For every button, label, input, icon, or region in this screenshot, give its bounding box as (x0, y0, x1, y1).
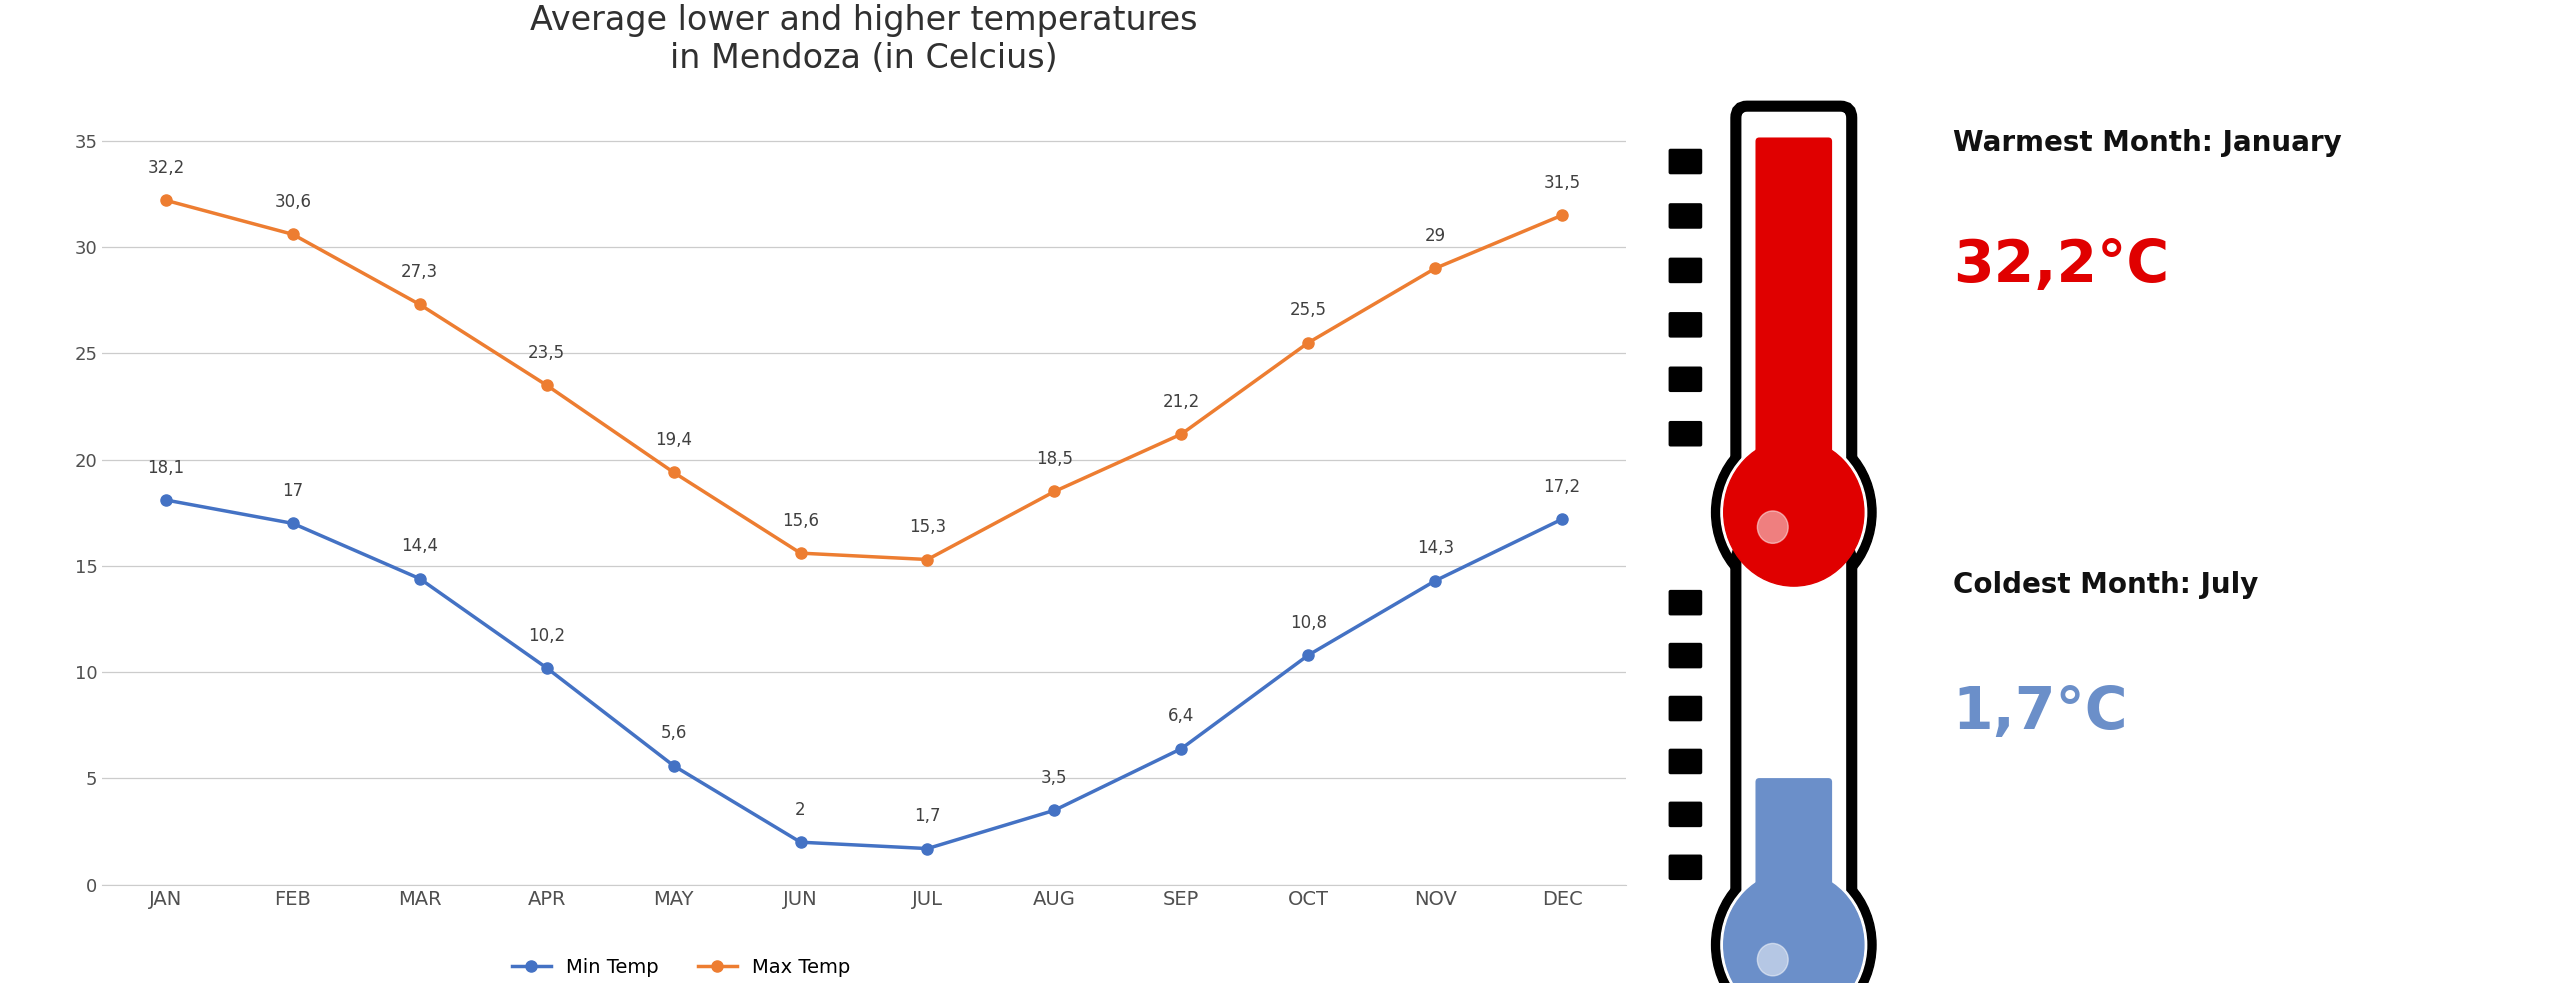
Text: Coldest Month: July: Coldest Month: July (1953, 571, 2258, 599)
Text: 14,4: 14,4 (402, 538, 438, 555)
FancyBboxPatch shape (1669, 801, 1702, 827)
Circle shape (1756, 944, 1789, 976)
Circle shape (1723, 438, 1864, 586)
FancyBboxPatch shape (1669, 749, 1702, 775)
Text: 30,6: 30,6 (274, 193, 312, 211)
Text: 25,5: 25,5 (1290, 302, 1326, 319)
FancyBboxPatch shape (1669, 643, 1702, 668)
FancyBboxPatch shape (1669, 367, 1702, 392)
Text: 32,2: 32,2 (148, 159, 184, 177)
Circle shape (1713, 858, 1876, 983)
Text: 15,3: 15,3 (909, 518, 947, 536)
FancyBboxPatch shape (1669, 696, 1702, 722)
Text: 10,2: 10,2 (527, 626, 566, 645)
FancyBboxPatch shape (1736, 549, 1851, 916)
Text: Warmest Month: January: Warmest Month: January (1953, 129, 2342, 156)
Circle shape (1720, 868, 1866, 983)
Circle shape (1720, 435, 1866, 589)
Text: 5,6: 5,6 (660, 724, 686, 742)
FancyBboxPatch shape (1736, 106, 1851, 484)
Text: 1,7°C: 1,7°C (1953, 684, 2127, 741)
FancyBboxPatch shape (1669, 312, 1702, 337)
Text: 17: 17 (282, 482, 305, 500)
Circle shape (1723, 871, 1864, 983)
Text: 27,3: 27,3 (402, 263, 438, 281)
Text: 15,6: 15,6 (781, 512, 819, 530)
Text: 6,4: 6,4 (1167, 708, 1196, 725)
Text: 1,7: 1,7 (914, 807, 940, 825)
FancyBboxPatch shape (1669, 854, 1702, 880)
Text: 29: 29 (1423, 227, 1446, 245)
Text: 21,2: 21,2 (1162, 393, 1201, 411)
Text: 10,8: 10,8 (1290, 613, 1326, 632)
Text: 17,2: 17,2 (1544, 478, 1580, 495)
Text: 31,5: 31,5 (1544, 174, 1580, 192)
Text: 18,5: 18,5 (1037, 450, 1073, 468)
Title: Average lower and higher temperatures
in Mendoza (in Celcius): Average lower and higher temperatures in… (530, 4, 1198, 75)
FancyBboxPatch shape (1669, 590, 1702, 615)
Text: 14,3: 14,3 (1416, 540, 1454, 557)
Circle shape (1713, 426, 1876, 599)
FancyBboxPatch shape (1756, 779, 1833, 902)
Text: 23,5: 23,5 (527, 344, 566, 362)
Text: 19,4: 19,4 (655, 431, 691, 449)
Text: 18,1: 18,1 (148, 459, 184, 477)
Text: 2: 2 (796, 801, 806, 819)
Text: 3,5: 3,5 (1042, 769, 1068, 787)
FancyBboxPatch shape (1669, 258, 1702, 283)
FancyBboxPatch shape (1669, 421, 1702, 446)
Circle shape (1756, 511, 1789, 544)
Text: 32,2°C: 32,2°C (1953, 237, 2168, 294)
FancyBboxPatch shape (1669, 203, 1702, 229)
FancyBboxPatch shape (1756, 138, 1833, 470)
FancyBboxPatch shape (1669, 148, 1702, 174)
Legend: Min Temp, Max Temp: Min Temp, Max Temp (504, 951, 858, 983)
